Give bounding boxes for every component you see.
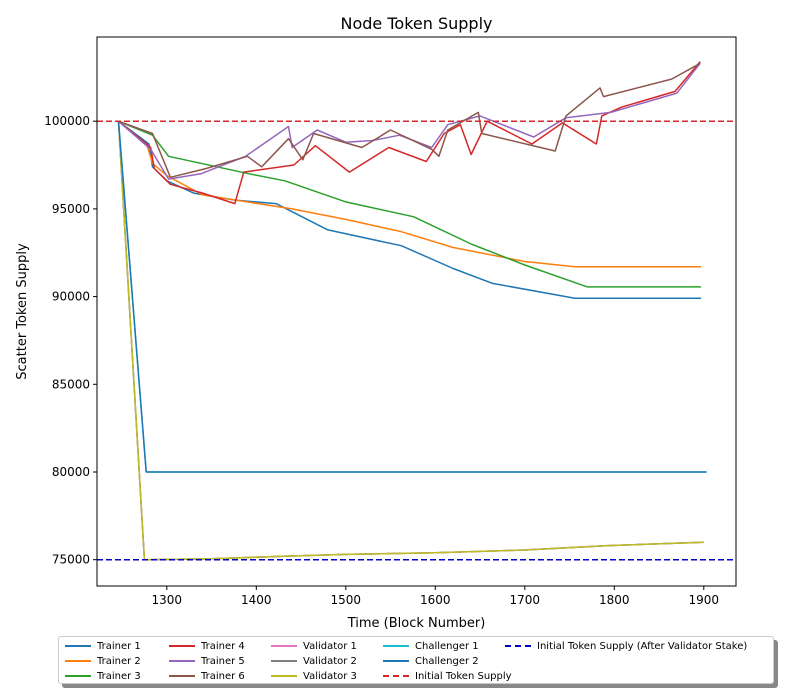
legend-swatch <box>271 660 297 662</box>
legend-swatch <box>169 660 195 662</box>
legend-swatch <box>169 675 195 677</box>
legend-swatch <box>383 675 409 677</box>
legend-item-trainer-5: Trainer 5 <box>169 654 245 668</box>
series-layer <box>97 61 736 561</box>
y-axis-label: Scatter Token Supply <box>15 243 30 380</box>
y-tick-label: 95000 <box>52 202 90 216</box>
legend-label: Validator 1 <box>303 640 357 652</box>
legend-swatch <box>383 645 409 647</box>
legend-swatch <box>505 645 531 647</box>
legend-item-validator-1: Validator 1 <box>271 639 357 653</box>
legend-item-trainer-2: Trainer 2 <box>65 654 141 668</box>
legend-item-trainer-1: Trainer 1 <box>65 639 141 653</box>
x-axis-label: Time (Block Number) <box>347 616 486 631</box>
legend-item-trainer-3: Trainer 3 <box>65 669 141 683</box>
x-axis: 1300 1400 1500 1600 1700 1800 1900 <box>152 586 720 607</box>
series-trainer-2-line <box>118 120 702 268</box>
legend-label: Trainer 4 <box>201 640 245 652</box>
x-tick-label: 1800 <box>599 593 630 607</box>
y-tick-label: 100000 <box>44 114 90 128</box>
legend-label: Trainer 6 <box>201 670 245 682</box>
legend-label: Initial Token Supply <box>415 670 512 682</box>
series-trainer-6-line <box>118 62 701 179</box>
series-trainer-3-line <box>118 120 702 288</box>
legend-label: Validator 2 <box>303 655 357 667</box>
series-validator-1-line <box>117 121 704 561</box>
legend-item-trainer-4: Trainer 4 <box>169 639 245 653</box>
series-validator-3-line <box>117 121 704 561</box>
legend-swatch <box>271 675 297 677</box>
series-validator-2-line <box>117 121 704 561</box>
legend-item-challenger-2: Challenger 2 <box>383 654 479 668</box>
legend-label: Validator 3 <box>303 670 357 682</box>
legend-swatch <box>65 675 91 677</box>
y-tick-label: 75000 <box>52 553 90 567</box>
legend-swatch <box>65 660 91 662</box>
y-axis: 75000 80000 85000 90000 95000 100000 <box>44 114 97 567</box>
x-tick-label: 1400 <box>241 593 272 607</box>
series-trainer-1-line <box>118 120 702 300</box>
legend-swatch <box>65 645 91 647</box>
x-tick-label: 1300 <box>152 593 183 607</box>
legend-label: Challenger 1 <box>415 640 479 652</box>
legend: Trainer 1 Trainer 2 Trainer 3 Trainer 4 Trai… <box>58 636 774 684</box>
legend-item-validator-2: Validator 2 <box>271 654 357 668</box>
y-tick-label: 85000 <box>52 377 90 391</box>
x-tick-label: 1500 <box>331 593 362 607</box>
series-challenger-1-line <box>117 121 707 473</box>
chart-title: Node Token Supply <box>341 14 493 33</box>
legend-item-validator-3: Validator 3 <box>271 669 357 683</box>
plot-frame <box>96 36 737 587</box>
legend-swatch <box>383 660 409 662</box>
legend-item-initial-token-supply: Initial Token Supply <box>383 669 512 683</box>
x-tick-label: 1600 <box>420 593 451 607</box>
legend-swatch <box>271 645 297 647</box>
legend-label: Challenger 2 <box>415 655 479 667</box>
legend-label: Trainer 3 <box>97 670 141 682</box>
legend-label: Trainer 5 <box>201 655 245 667</box>
legend-item-initial-token-supply-after-validator-stake: Initial Token Supply (After Validator St… <box>505 639 747 653</box>
y-tick-label: 80000 <box>52 465 90 479</box>
series-challenger-2-line <box>117 121 707 473</box>
y-tick-label: 90000 <box>52 290 90 304</box>
legend-item-challenger-1: Challenger 1 <box>383 639 479 653</box>
legend-swatch <box>169 645 195 647</box>
legend-label: Initial Token Supply (After Validator St… <box>537 640 748 652</box>
legend-label: Trainer 2 <box>97 655 141 667</box>
x-tick-label: 1900 <box>689 593 720 607</box>
legend-item-trainer-6: Trainer 6 <box>169 669 245 683</box>
series-trainer-4-line <box>118 61 701 205</box>
legend-label: Trainer 1 <box>97 640 141 652</box>
x-tick-label: 1700 <box>510 593 541 607</box>
